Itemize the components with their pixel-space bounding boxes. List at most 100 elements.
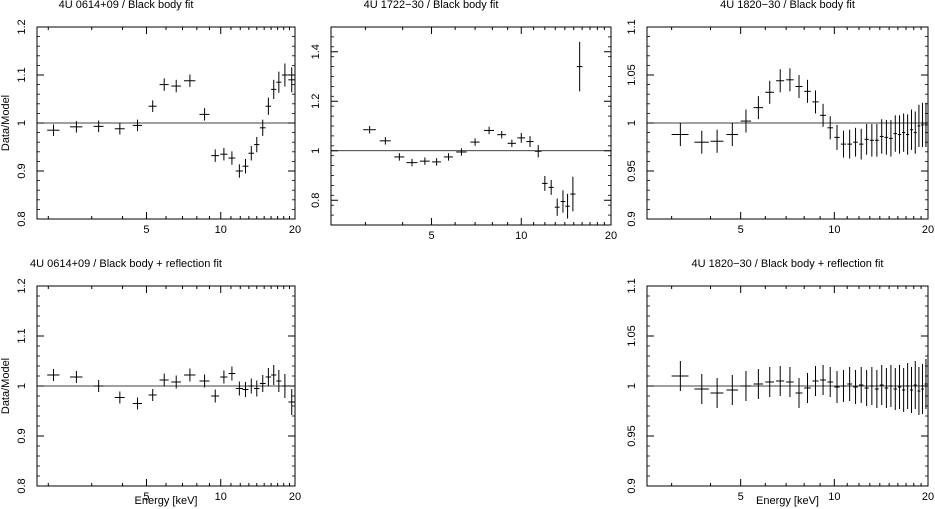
data-point bbox=[884, 120, 889, 155]
data-point bbox=[795, 75, 803, 99]
y-tick-label: 1 bbox=[16, 383, 28, 389]
data-point bbox=[288, 67, 295, 93]
data-point bbox=[484, 126, 494, 135]
data-point bbox=[259, 375, 266, 392]
data-point bbox=[917, 104, 921, 147]
data-point bbox=[242, 382, 249, 397]
y-tick-label: 0.8 bbox=[310, 193, 322, 208]
data-point bbox=[869, 367, 874, 405]
panel-refl-0614: 4U 0614+09 / Black body + reflection fit… bbox=[0, 258, 301, 507]
data-point bbox=[765, 367, 775, 397]
data-point bbox=[148, 389, 157, 401]
data-point bbox=[924, 359, 928, 409]
data-point bbox=[740, 371, 752, 401]
data-point bbox=[776, 366, 785, 396]
y-tick-label: 0.8 bbox=[16, 211, 28, 226]
data-point bbox=[443, 153, 453, 161]
data-point bbox=[879, 365, 884, 405]
data-point bbox=[893, 115, 897, 152]
data-point bbox=[432, 158, 442, 166]
data-point bbox=[726, 123, 738, 147]
data-point bbox=[853, 370, 858, 404]
data-point bbox=[906, 114, 910, 155]
data-series bbox=[671, 359, 928, 415]
data-point bbox=[864, 123, 869, 155]
data-point bbox=[858, 367, 864, 403]
data-point bbox=[565, 193, 570, 219]
data-point bbox=[909, 367, 914, 413]
y-tick-label: 1.1 bbox=[16, 67, 28, 82]
data-point bbox=[220, 147, 228, 161]
data-point bbox=[921, 102, 924, 147]
panel-bb-1722: 4U 1722−30 / Black body fit 0.8 1 1.2 1.4 5 10… bbox=[310, 0, 617, 242]
data-point bbox=[858, 128, 864, 160]
plot-frame bbox=[330, 26, 612, 226]
data-point bbox=[874, 123, 879, 157]
data-point bbox=[820, 365, 826, 395]
data-point bbox=[271, 79, 277, 99]
data-point bbox=[276, 370, 282, 392]
y-tick-label: 0.95 bbox=[626, 425, 638, 446]
data-point bbox=[93, 380, 104, 392]
y-tick-label: 0.95 bbox=[626, 160, 638, 181]
data-point bbox=[554, 198, 560, 216]
data-point bbox=[288, 389, 295, 415]
data-point bbox=[710, 378, 724, 408]
data-point bbox=[132, 119, 143, 132]
data-point bbox=[211, 389, 220, 403]
x-tick-label: 5 bbox=[428, 230, 434, 242]
x-tick-label: 5 bbox=[738, 491, 744, 503]
data-point bbox=[840, 370, 846, 402]
data-point bbox=[534, 145, 542, 158]
data-point bbox=[847, 129, 853, 159]
data-point bbox=[834, 371, 840, 403]
data-point bbox=[220, 370, 228, 384]
data-point bbox=[671, 361, 689, 391]
data-point bbox=[47, 369, 60, 381]
data-point bbox=[864, 370, 869, 406]
data-point bbox=[879, 119, 884, 154]
data-point bbox=[281, 374, 288, 398]
data-point bbox=[211, 149, 220, 162]
x-tick-label: 20 bbox=[289, 491, 301, 503]
data-point bbox=[93, 120, 104, 133]
data-point bbox=[235, 381, 243, 396]
data-point bbox=[812, 366, 819, 396]
data-point bbox=[507, 139, 516, 148]
y-tick-label: 1.1 bbox=[626, 19, 638, 34]
data-point bbox=[199, 374, 210, 388]
data-point bbox=[259, 119, 266, 136]
data-point bbox=[924, 102, 928, 147]
data-point bbox=[694, 130, 709, 154]
data-point bbox=[560, 190, 566, 213]
data-point bbox=[820, 103, 826, 127]
data-point bbox=[917, 367, 921, 415]
data-point bbox=[853, 127, 858, 157]
data-point bbox=[419, 157, 430, 165]
data-point bbox=[804, 79, 811, 103]
data-point bbox=[834, 124, 840, 150]
data-point bbox=[47, 124, 60, 136]
x-axis-label: Energy [keV] bbox=[756, 495, 819, 507]
x-tick-label: 10 bbox=[828, 224, 840, 236]
x-axis-label: Energy [keV] bbox=[135, 495, 198, 507]
chart-title: 4U 0614+09 / Black body fit bbox=[59, 0, 194, 11]
data-point bbox=[132, 397, 143, 410]
chart-title: 4U 1820−30 / Black body + reflection fit bbox=[691, 258, 883, 270]
x-tick-label: 20 bbox=[922, 491, 934, 503]
data-point bbox=[893, 368, 897, 410]
data-point bbox=[765, 80, 775, 104]
data-point bbox=[159, 78, 169, 91]
data-point bbox=[869, 123, 874, 157]
data-point bbox=[456, 148, 467, 156]
y-tick-label: 0.8 bbox=[16, 478, 28, 493]
data-point bbox=[70, 371, 83, 383]
x-tick-label: 20 bbox=[289, 224, 301, 236]
data-point bbox=[795, 378, 803, 408]
data-point bbox=[271, 365, 277, 385]
data-point bbox=[526, 136, 534, 148]
data-point bbox=[902, 113, 906, 152]
data-series bbox=[671, 68, 928, 160]
data-point bbox=[235, 164, 243, 178]
y-tick-label: 1.2 bbox=[310, 94, 322, 109]
